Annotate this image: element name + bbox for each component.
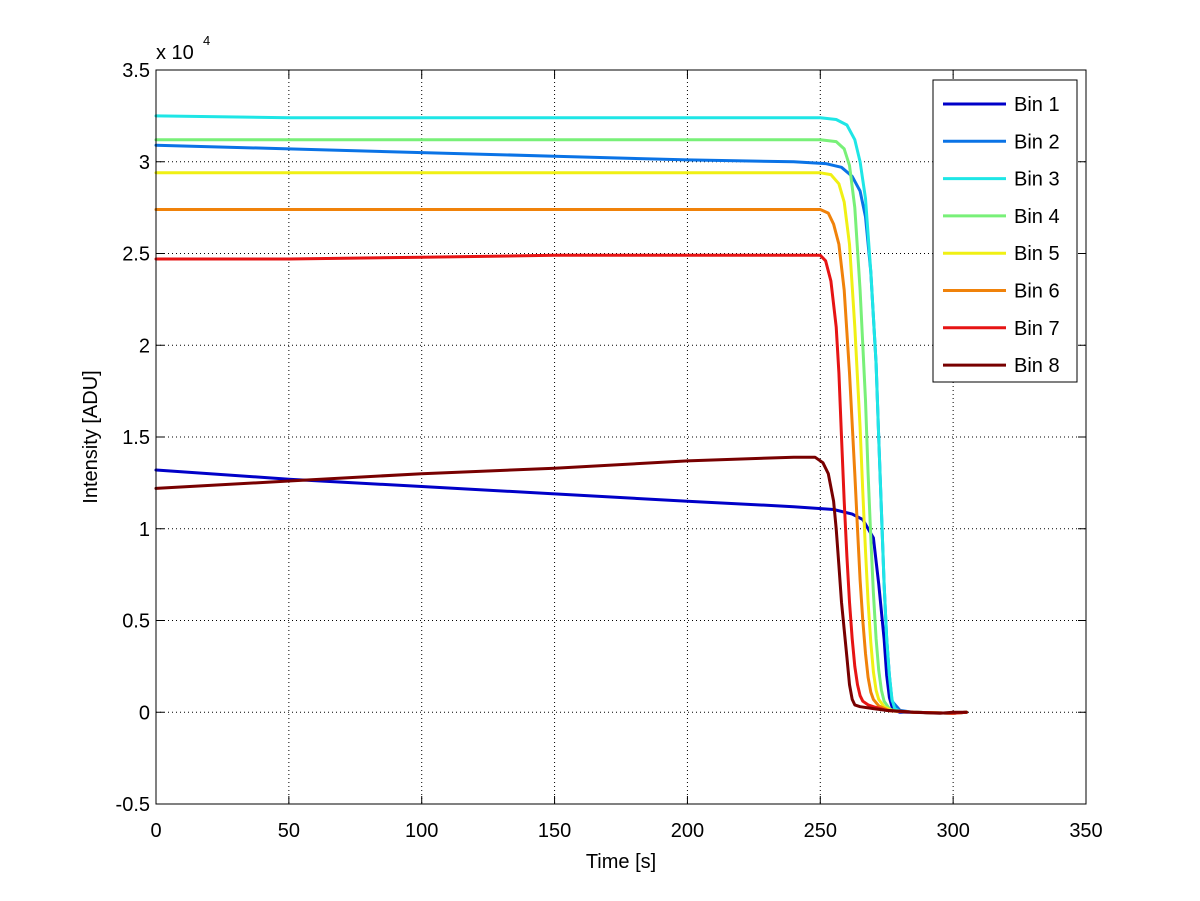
series-lines: [154, 114, 968, 715]
x-tick-label: 350: [1069, 820, 1102, 842]
x-tick-label: 100: [405, 820, 438, 842]
y-tick-label: 3: [139, 152, 150, 174]
y-tick-label: 2: [139, 335, 150, 357]
y-tick-label: 2.5: [122, 244, 150, 266]
legend-box: [932, 79, 1078, 383]
legend-items: Bin 1 Bin 2 Bin 3 Bin 4 Bin 5 Bin 6 Bin 7 Bin 8: [943, 94, 1060, 377]
x-tick-label: 300: [936, 820, 969, 842]
y-tick-label: 1: [139, 519, 150, 541]
y-scale-multiplier: x 10: [156, 42, 194, 64]
legend-label-bin-4: Bin 4: [1014, 206, 1060, 228]
legend: Bin 1 Bin 2 Bin 3 Bin 4 Bin 5 Bin 6 Bin 7 Bin 8: [932, 79, 1078, 383]
y-tick-labels: -0.5 0 0.5 1 1.5 2 2.5 3 3.5: [116, 60, 150, 816]
axis-ticks: [155, 69, 1087, 805]
x-tick-label: 250: [804, 820, 837, 842]
series-line-bin-7: [154, 253, 968, 715]
series-line-bin-8: [154, 455, 968, 715]
legend-label-bin-3: Bin 3: [1014, 169, 1060, 191]
x-tick-labels: 0 50 100 150 200 250 300 350: [150, 820, 1102, 842]
x-tick-label: 200: [671, 820, 704, 842]
legend-label-bin-6: Bin 6: [1014, 281, 1060, 303]
y-tick-label: 3.5: [122, 60, 150, 82]
legend-label-bin-8: Bin 8: [1014, 355, 1060, 377]
y-tick-label: 0.5: [122, 611, 150, 633]
y-axis-label: Intensity [ADU]: [80, 370, 102, 503]
legend-label-bin-7: Bin 7: [1014, 318, 1060, 340]
y-scale-exponent: 4: [203, 33, 210, 48]
x-axis-label: Time [s]: [586, 851, 656, 873]
series-line-bin-6: [154, 208, 968, 715]
grid: [156, 70, 1086, 804]
x-tick-label: 0: [150, 820, 161, 842]
x-tick-label: 50: [278, 820, 300, 842]
x-tick-label: 150: [538, 820, 571, 842]
series-line-bin-3: [154, 114, 968, 715]
y-tick-label: 1.5: [122, 427, 150, 449]
y-tick-label: -0.5: [116, 794, 150, 816]
legend-label-bin-5: Bin 5: [1014, 243, 1060, 265]
legend-label-bin-2: Bin 2: [1014, 131, 1060, 153]
y-tick-label: 0: [139, 702, 150, 724]
legend-label-bin-1: Bin 1: [1014, 94, 1060, 116]
